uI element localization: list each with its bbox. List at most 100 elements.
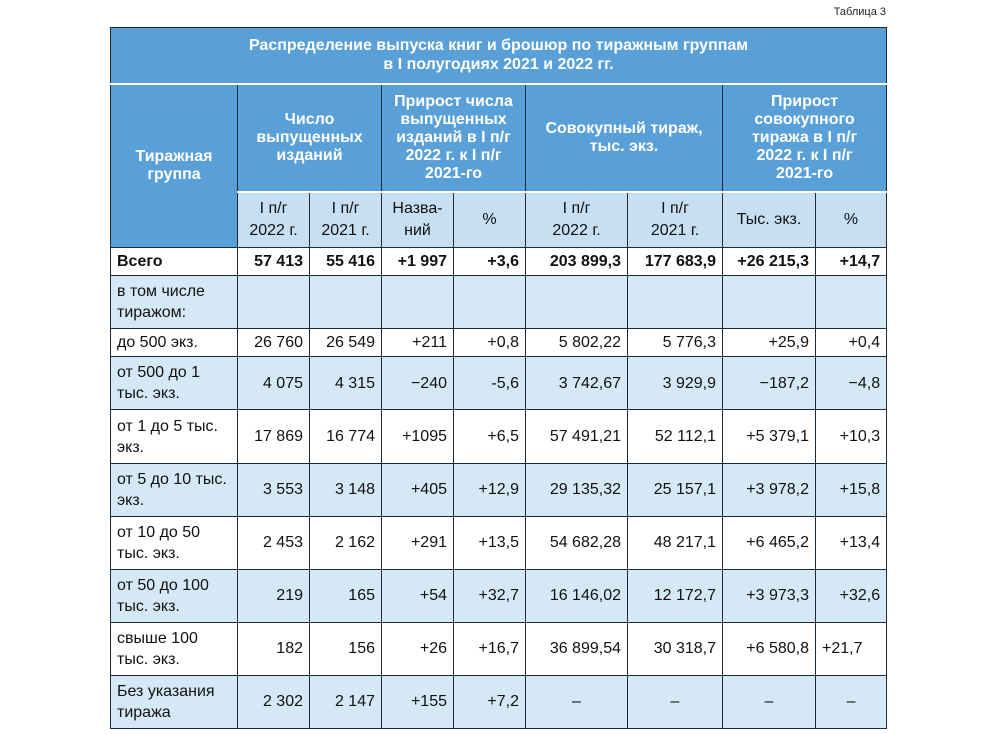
table-row: от 500 до 1 тыс. экз. 4 075 4 315 −240 -…	[110, 356, 888, 411]
subheader-percent-2: %	[814, 191, 888, 249]
cell-circ-growth: −187,2	[722, 356, 816, 411]
table-row: от 50 до 100 тыс. экз. 219 165 +54 +32,7…	[110, 568, 888, 623]
subheader-thousand-copies: Тыс. экз.	[722, 191, 816, 249]
cell-count-2021: 4 315	[309, 356, 382, 411]
cell-growth-percent: +7,2	[453, 674, 526, 730]
cell-circ-2021: 3 929,9	[627, 356, 723, 411]
cell-circ-growth: +5 379,1	[722, 409, 816, 464]
header-count: Число выпущенных изданий	[237, 83, 382, 193]
cell-circ-growth	[722, 275, 816, 330]
cell-count-2021: 55 416	[309, 247, 382, 277]
cell-count-2022: 3 553	[237, 462, 310, 517]
cell-growth-percent: +13,5	[453, 515, 526, 570]
cell-circ-growth: +3 973,3	[722, 568, 816, 623]
cell-circ-2022: 5 802,22	[525, 328, 628, 358]
cell-circ-growth-percent: +13,4	[814, 515, 888, 570]
row-label: от 5 до 10 тыс. экз.	[110, 462, 238, 517]
table-row: от 1 до 5 тыс. экз. 17 869 16 774 +1095 …	[110, 409, 888, 464]
cell-count-2022: 219	[237, 568, 310, 623]
cell-growth-names	[381, 275, 454, 330]
data-table: Распределение выпуска книг и брошюр по т…	[109, 26, 888, 730]
cell-growth-names: +155	[381, 674, 454, 730]
cell-growth-names: +54	[381, 568, 454, 623]
table-number-label: Таблица 3	[833, 6, 886, 18]
cell-count-2021: 26 549	[309, 328, 382, 358]
cell-circ-2022: 3 742,67	[525, 356, 628, 411]
row-label: Всего	[110, 247, 238, 277]
table-row: Всего 57 413 55 416 +1 997 +3,6 203 899,…	[110, 247, 888, 277]
cell-circ-growth: +6 580,8	[722, 621, 816, 676]
cell-count-2022	[237, 275, 310, 330]
cell-circ-2021: 5 776,3	[627, 328, 723, 358]
row-label: до 500 экз.	[110, 328, 238, 358]
cell-growth-percent: +12,9	[453, 462, 526, 517]
cell-circ-2022: 36 899,54	[525, 621, 628, 676]
cell-count-2021: 165	[309, 568, 382, 623]
table-row: свыше 100 тыс. экз. 182 156 +26 +16,7 36…	[110, 621, 888, 676]
cell-growth-percent: +0,8	[453, 328, 526, 358]
row-label: в том числе тиражом:	[110, 275, 238, 330]
cell-circ-growth-percent: +15,8	[814, 462, 888, 517]
cell-circ-2022	[525, 275, 628, 330]
cell-circ-growth: +3 978,2	[722, 462, 816, 517]
cell-growth-names: +1095	[381, 409, 454, 464]
cell-circ-2022: 203 899,3	[525, 247, 628, 277]
subheader-circ-2021: I п/г 2021 г.	[627, 191, 723, 249]
cell-circ-2022: –	[525, 674, 628, 730]
cell-growth-names: +405	[381, 462, 454, 517]
cell-circ-growth-percent	[814, 275, 888, 330]
table-title: Распределение выпуска книг и брошюр по т…	[109, 26, 888, 85]
cell-circ-2021: 25 157,1	[627, 462, 723, 517]
cell-circ-2022: 16 146,02	[525, 568, 628, 623]
cell-growth-percent: +16,7	[453, 621, 526, 676]
cell-circ-growth-percent: −4,8	[814, 356, 888, 411]
cell-count-2022: 4 075	[237, 356, 310, 411]
cell-count-2022: 26 760	[237, 328, 310, 358]
cell-growth-names: −240	[381, 356, 454, 411]
cell-count-2022: 2 302	[237, 674, 310, 730]
cell-circ-growth-percent: +0,4	[814, 328, 888, 358]
cell-circ-growth-percent: +32,6	[814, 568, 888, 623]
table-row: в том числе тиражом:	[110, 275, 888, 330]
cell-circ-growth-percent: +14,7	[814, 247, 888, 277]
cell-growth-percent: -5,6	[453, 356, 526, 411]
header-circulation: Совокупный тираж, тыс. экз.	[525, 83, 723, 193]
table-row: Без указания тиража 2 302 2 147 +155 +7,…	[110, 674, 888, 730]
cell-circ-2021: 52 112,1	[627, 409, 723, 464]
cell-circ-2021	[627, 275, 723, 330]
cell-circ-2022: 57 491,21	[525, 409, 628, 464]
cell-circ-2021: 48 217,1	[627, 515, 723, 570]
cell-count-2021: 156	[309, 621, 382, 676]
cell-count-2021	[309, 275, 382, 330]
cell-growth-names: +1 997	[381, 247, 454, 277]
cell-count-2021: 2 162	[309, 515, 382, 570]
subheader-percent-1: %	[453, 191, 526, 249]
table-row: от 5 до 10 тыс. экз. 3 553 3 148 +405 +1…	[110, 462, 888, 517]
cell-circ-2021: 30 318,7	[627, 621, 723, 676]
header-group: Тиражная группа	[110, 83, 238, 249]
cell-circ-growth-percent: –	[814, 674, 888, 730]
cell-growth-percent: +32,7	[453, 568, 526, 623]
cell-count-2022: 2 453	[237, 515, 310, 570]
row-label: от 500 до 1 тыс. экз.	[110, 356, 238, 411]
table-row: от 10 до 50 тыс. экз. 2 453 2 162 +291 +…	[110, 515, 888, 570]
cell-count-2021: 2 147	[309, 674, 382, 730]
row-label: свыше 100 тыс. экз.	[110, 621, 238, 676]
cell-count-2022: 182	[237, 621, 310, 676]
table-title-line2: в I полугодиях 2021 и 2022 гг.	[383, 56, 614, 74]
cell-count-2021: 3 148	[309, 462, 382, 517]
cell-growth-names: +291	[381, 515, 454, 570]
row-label: от 50 до 100 тыс. экз.	[110, 568, 238, 623]
subheader-count-2021: I п/г 2021 г.	[309, 191, 382, 249]
subheader-circ-2022: I п/г 2022 г.	[525, 191, 628, 249]
cell-circ-2022: 29 135,32	[525, 462, 628, 517]
row-label: от 1 до 5 тыс. экз.	[110, 409, 238, 464]
header-growth-count: Прирост числа выпущенных изданий в I п/г…	[381, 83, 526, 193]
cell-count-2022: 57 413	[237, 247, 310, 277]
cell-circ-growth: +25,9	[722, 328, 816, 358]
cell-circ-2021: –	[627, 674, 723, 730]
subheader-names: Назва- ний	[381, 191, 454, 249]
cell-growth-percent: +3,6	[453, 247, 526, 277]
row-label: Без указания тиража	[110, 674, 238, 730]
cell-circ-growth: –	[722, 674, 816, 730]
